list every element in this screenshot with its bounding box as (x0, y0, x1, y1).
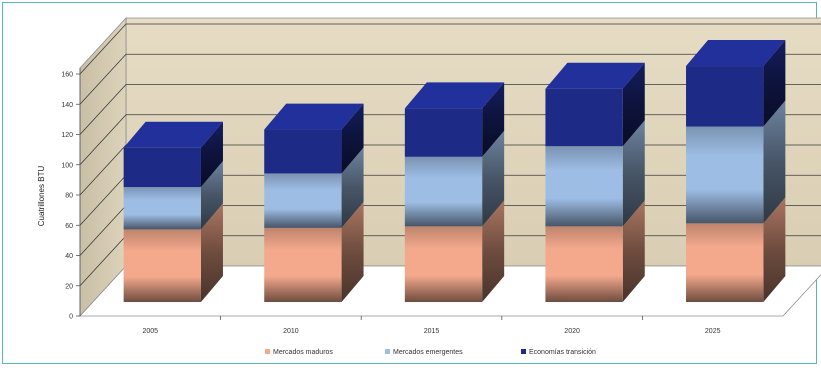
bar-segment-side (622, 62, 645, 147)
legend-swatch (385, 349, 390, 354)
legend-label: Mercados maduros (273, 349, 333, 356)
legend-swatch (521, 349, 526, 354)
bar-stack (123, 121, 223, 302)
x-axis: 2005 2010 2015 2020 2025 (143, 316, 721, 335)
bar-segment (264, 129, 342, 174)
bar-segment-side (763, 40, 786, 127)
bar-segment-side (482, 200, 505, 302)
x-tick-label: 2015 (424, 328, 440, 335)
bar-segment (123, 187, 201, 230)
y-tick-label: 0 (69, 314, 73, 321)
bar-segment (404, 108, 483, 157)
bar-segment-side (200, 203, 223, 302)
y-tick-label: 160 (61, 72, 73, 79)
y-tick-label: 40 (65, 253, 73, 260)
gridline (79, 23, 821, 75)
bar-segment (123, 147, 201, 188)
bar-top (264, 103, 364, 130)
y-tick-label: 120 (61, 132, 73, 139)
bar-segment (686, 223, 764, 302)
y-tick-label: 20 (65, 283, 73, 290)
bar-segment (264, 227, 342, 302)
bar-segment (264, 173, 342, 228)
bar-top (123, 121, 223, 148)
y-tick-label: 60 (65, 223, 73, 230)
x-tick-label: 2025 (705, 328, 721, 335)
bar-top (686, 40, 786, 67)
bar-stack (404, 82, 505, 302)
y-tick-label: 140 (61, 102, 73, 109)
bar-segment-side (763, 100, 786, 224)
bars (123, 40, 786, 302)
bar-segment (404, 226, 483, 302)
y-axis-title: Cuatrillones BTU (37, 166, 46, 227)
bar-segment-side (341, 103, 364, 174)
bar-segment-side (622, 200, 645, 302)
legend-label: Mercados emergentes (393, 349, 463, 356)
bar-stack (264, 103, 364, 302)
y-tick-label: 100 (61, 162, 73, 169)
y-axis: 0 20 40 60 80 100 120 140 160 (61, 68, 81, 321)
bar-segment-side (482, 130, 505, 227)
legend: Mercados maduros Mercados emergentes Econo… (265, 349, 596, 356)
bar-segment (686, 66, 764, 127)
gridline (79, 53, 821, 105)
legend-swatch (265, 349, 270, 354)
bar-segment (545, 146, 623, 227)
bar-segment-side (341, 201, 364, 302)
x-tick-label: 2010 (283, 328, 299, 335)
bar-stack (686, 40, 786, 302)
bar-segment (686, 126, 764, 224)
bar-segment-side (622, 120, 645, 227)
bar-top (545, 62, 645, 89)
bar-segment-side (763, 197, 786, 302)
legend-label: Economías transición (529, 349, 596, 356)
bar-segment (545, 226, 623, 302)
bar-segment (404, 156, 483, 227)
bar-segment-side (341, 147, 364, 228)
x-tick-label: 2020 (564, 328, 580, 335)
y-tick-label: 80 (65, 193, 73, 200)
bar-segment-side (200, 121, 223, 188)
bar-segment (545, 88, 623, 147)
bar-stack (545, 62, 645, 302)
bar-segment-side (482, 82, 505, 157)
bar-segment (123, 229, 201, 302)
bar-segment-side (200, 161, 223, 230)
x-tick-label: 2005 (143, 328, 159, 335)
side-wall (79, 16, 127, 318)
bar-top (404, 82, 505, 109)
